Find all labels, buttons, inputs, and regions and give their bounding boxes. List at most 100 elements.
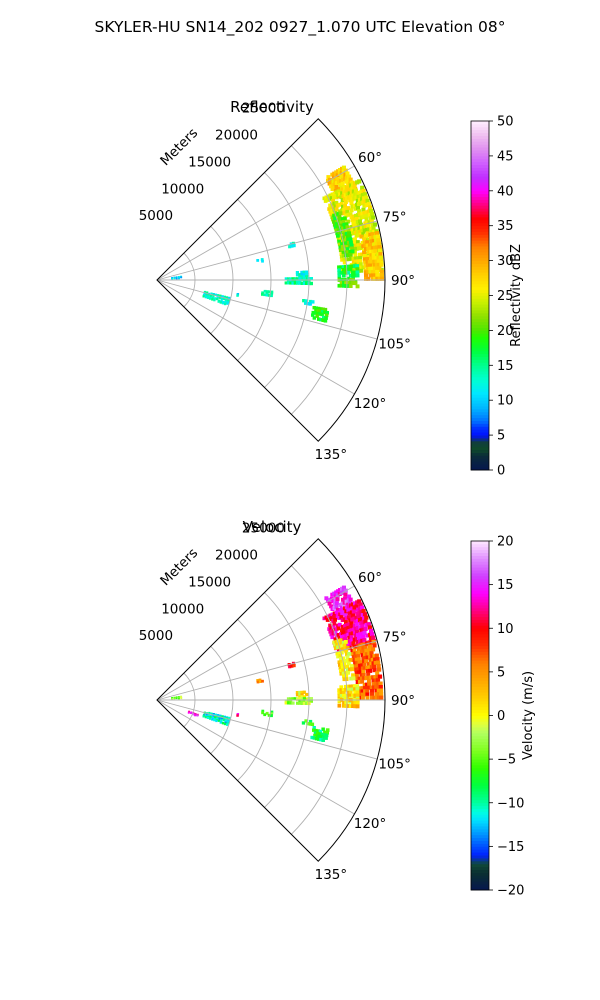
echo-gate [369, 256, 374, 261]
echo-gate [365, 695, 370, 700]
echo-gate [370, 695, 375, 700]
echo-gate [379, 273, 384, 278]
echo-gate [358, 262, 363, 267]
echo-gate [341, 638, 345, 642]
echo-gate [334, 228, 339, 233]
echo-gate [367, 205, 373, 210]
echo-gate [355, 664, 360, 668]
echo-gate [360, 197, 365, 202]
echo-gate [360, 211, 365, 216]
echo-region [332, 638, 356, 682]
echo-gate [333, 182, 337, 187]
echo-gate [367, 260, 372, 265]
colorbar-segment [471, 756, 489, 760]
colorbar-segment [471, 663, 489, 667]
echo-gate [180, 696, 183, 698]
echo-gate [319, 307, 323, 311]
colorbar-segment [471, 570, 489, 574]
echo-gate [355, 640, 360, 644]
echo-gate [336, 654, 340, 659]
echo-gate [291, 701, 295, 705]
echo-gate [364, 676, 369, 680]
echo-gate [298, 275, 302, 279]
colorbar-segment [471, 208, 489, 212]
echo-gate [367, 685, 372, 690]
echo-gate [341, 688, 346, 692]
echo-gate [365, 263, 370, 268]
echo-gate [357, 660, 362, 665]
echo-gate [355, 687, 360, 692]
echo-gate [374, 688, 379, 693]
echo-gate [341, 165, 346, 170]
echo-gate [339, 657, 343, 661]
echo-gate [217, 300, 220, 303]
echo-gate [263, 289, 267, 293]
echo-gate [291, 277, 295, 281]
angle-tick-label: 135° [315, 447, 348, 463]
echo-gate [374, 681, 379, 686]
echo-gate [369, 685, 374, 690]
echo-gate [349, 257, 354, 261]
echo-gate [342, 662, 347, 667]
echo-gate [218, 296, 221, 299]
echo-gate [340, 208, 344, 213]
echo-gate [355, 611, 360, 616]
echo-gate [347, 629, 352, 633]
colorbar-segment [471, 858, 489, 862]
echo-gate [355, 684, 360, 688]
echo-gate [368, 647, 373, 652]
echo-gate [344, 649, 349, 654]
echo-gate [372, 263, 377, 268]
echo-gate [376, 685, 381, 690]
echo-gate [367, 220, 372, 225]
echo-gate [361, 608, 366, 614]
echo-gate [360, 624, 365, 629]
echo-gate [356, 223, 361, 228]
echo-gate [347, 635, 352, 640]
echo-gate [362, 203, 367, 208]
echo-gate [289, 697, 293, 701]
echo-gate [351, 704, 355, 708]
echo-gate [340, 644, 345, 648]
colorbar-segment [471, 767, 489, 772]
echo-gate [364, 202, 369, 207]
echo-gate [353, 664, 358, 669]
colorbar-segment [471, 344, 489, 349]
echo-gate [331, 211, 336, 216]
colorbar-segment [471, 312, 489, 317]
echo-gate [344, 185, 349, 190]
echo-gate [364, 227, 369, 232]
colorbar-segment [471, 408, 489, 413]
echo-gate [347, 234, 352, 239]
echo-gate [355, 677, 360, 681]
echo-gate [338, 612, 342, 617]
colorbar-segment [471, 700, 489, 705]
echo-gate [346, 670, 350, 675]
echo-gate [348, 177, 353, 182]
colorbar-segment [471, 788, 489, 792]
colorbar-segment [471, 541, 489, 545]
colorbar-segment [471, 741, 489, 745]
echo-gate [353, 693, 358, 698]
echo-gate [302, 270, 306, 274]
echo-gate [370, 657, 375, 662]
echo-gate [344, 238, 348, 243]
colorbar-segment [471, 773, 489, 777]
colorbar-segment [471, 712, 489, 716]
echo-gate [375, 276, 380, 281]
echo-gate [344, 206, 349, 211]
echo-gate [364, 210, 369, 215]
echo-gate [314, 308, 318, 313]
echo-gate [360, 663, 365, 668]
echo-gate [302, 275, 307, 279]
echo-gate [376, 678, 381, 683]
echo-gate [343, 210, 348, 215]
echo-gate [322, 315, 326, 320]
colorbar-segment [471, 324, 489, 328]
echo-gate [359, 225, 364, 230]
echo-gate [339, 281, 344, 285]
echo-gate [324, 596, 329, 601]
echo-gate [350, 249, 355, 254]
echo-gate [328, 203, 332, 208]
colorbar-segment [471, 237, 489, 241]
